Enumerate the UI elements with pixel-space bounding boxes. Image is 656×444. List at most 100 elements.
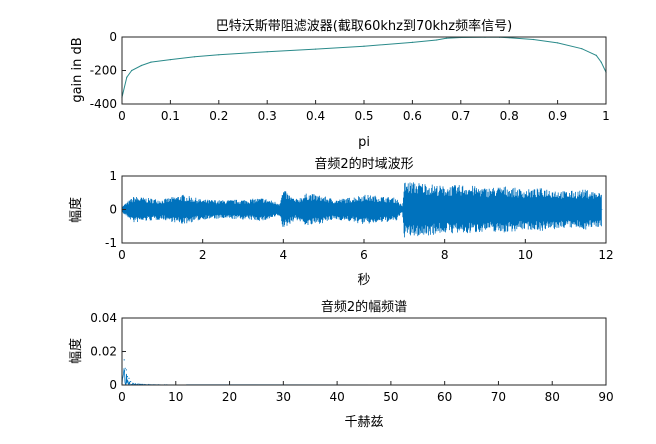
- waveform-envelope-point: [565, 209, 567, 210]
- x-tick-label: 0.7: [451, 109, 470, 123]
- waveform-envelope-point: [278, 209, 280, 210]
- x-tick-label: 10: [168, 390, 183, 404]
- spectrum-point: [123, 359, 125, 361]
- waveform-plot-xlabel: 秒: [357, 273, 370, 288]
- y-tick-label: -200: [90, 64, 117, 78]
- waveform-envelope-point: [323, 209, 325, 210]
- spectrum-point: [130, 381, 132, 383]
- x-tick-label: 0.5: [354, 109, 373, 123]
- gain-point: [581, 48, 583, 50]
- waveform-envelope-point: [424, 209, 425, 210]
- waveform-envelope-point: [295, 209, 296, 210]
- waveform-envelope-point: [401, 209, 403, 210]
- x-tick-label: 40: [329, 390, 344, 404]
- y-tick-label: 0: [109, 378, 117, 392]
- waveform-envelope-point: [484, 209, 486, 210]
- waveform-envelope-point: [222, 209, 224, 210]
- waveform-envelope-point: [161, 209, 163, 210]
- y-tick-label: 0.02: [90, 345, 117, 359]
- waveform-envelope-point: [395, 209, 397, 210]
- x-tick-label: 0.6: [403, 109, 422, 123]
- y-tick-label: 0: [109, 203, 117, 217]
- x-tick-label: 6: [360, 248, 368, 262]
- gain-point: [600, 61, 602, 63]
- spectrum-point: [124, 367, 126, 369]
- x-tick-label: 0.1: [161, 109, 180, 123]
- waveform-envelope-point: [379, 209, 381, 210]
- waveform-envelope-point: [347, 209, 349, 210]
- gain-point: [445, 37, 447, 39]
- gain-response-line: [121, 36, 607, 98]
- gain-point: [436, 39, 438, 41]
- gain-point: [266, 51, 268, 53]
- x-tick-label: 50: [383, 390, 398, 404]
- gain-point: [126, 76, 128, 78]
- gain-point: [595, 54, 597, 57]
- gain-point: [218, 54, 220, 56]
- x-tick-label: 10: [518, 248, 533, 262]
- waveform-envelope-point: [524, 209, 526, 210]
- waveform-envelope-point: [307, 209, 308, 210]
- gain-point: [363, 45, 365, 47]
- x-tick-label: 0.3: [258, 109, 277, 123]
- x-tick-label: 0.9: [548, 109, 567, 123]
- x-tick-label: 8: [441, 248, 449, 262]
- waveform-envelope-point: [601, 209, 603, 210]
- x-tick-label: 4: [280, 248, 288, 262]
- waveform-envelope-point: [202, 209, 204, 210]
- y-tick-label: 0.04: [90, 311, 117, 325]
- waveform-envelope-point: [282, 209, 284, 210]
- x-tick-label: 1: [602, 109, 610, 123]
- gain-point: [150, 61, 152, 63]
- gain-point: [131, 69, 133, 72]
- waveform-envelope-point: [545, 209, 546, 210]
- gain-point: [532, 38, 535, 41]
- x-tick-label: 90: [598, 390, 613, 404]
- gain-point: [140, 64, 142, 67]
- x-tick-label: 80: [545, 390, 560, 404]
- spectrum-point: [132, 382, 134, 384]
- waveform-envelope-point: [133, 209, 135, 210]
- y-tick-label: -1: [105, 236, 117, 250]
- x-tick-label: 60: [437, 390, 452, 404]
- y-tick-label: -400: [90, 97, 117, 111]
- gain-plot-ylabel: gain in dB: [70, 37, 85, 102]
- waveform-plot-ylabel: 幅度: [68, 197, 84, 223]
- gain-point: [411, 41, 413, 44]
- spectrum-plot-xlabel: 千赫兹: [344, 415, 383, 430]
- x-tick-label: 2: [199, 248, 207, 262]
- x-tick-label: 0.2: [209, 109, 228, 123]
- x-tick-label: 20: [222, 390, 237, 404]
- x-tick-label: 0.4: [306, 109, 325, 123]
- x-tick-label: 0.8: [500, 109, 519, 123]
- waveform-envelope-point: [403, 209, 405, 210]
- spectrum-plot-title: 音频2的幅频谱: [321, 299, 407, 315]
- y-tick-label: 1: [109, 169, 117, 183]
- spectrum-plot-ylabel: 幅度: [68, 338, 84, 364]
- waveform-envelope-point: [363, 209, 365, 210]
- waveform-envelope-point: [262, 209, 264, 210]
- gain-point: [194, 56, 196, 58]
- waveform-envelope-point: [585, 209, 587, 210]
- waveform-envelope-point: [504, 209, 506, 210]
- gain-plot-xlabel: pi: [358, 135, 370, 150]
- x-tick-label: 12: [598, 248, 613, 262]
- waveform-plot: 音频2的时域波形 0 2 4 6 8 10 12 10-1 秒 幅度: [68, 156, 614, 288]
- x-tick-label: 70: [491, 390, 506, 404]
- x-tick-label: 30: [276, 390, 291, 404]
- spectrum-point: [137, 383, 139, 385]
- spectrum-point: [125, 369, 127, 371]
- waveform-envelope-point: [145, 209, 147, 210]
- spectrum-plot: 音频2的幅频谱 0 10 20 30 40 50 60 70 80 90 0.04 0.02 0 千赫…: [68, 299, 614, 430]
- x-tick-label: 0: [118, 390, 126, 404]
- waveform-plot-title: 音频2的时域波形: [314, 156, 413, 172]
- gain-point: [557, 42, 559, 44]
- gain-point: [315, 48, 317, 50]
- waveform-envelope-point: [444, 209, 446, 210]
- waveform-envelope-point: [335, 209, 337, 210]
- waveform-envelope-point: [464, 209, 466, 210]
- y-tick-label: 0: [109, 30, 117, 44]
- waveform-envelope-point: [182, 209, 183, 210]
- x-tick-label: 0: [118, 248, 126, 262]
